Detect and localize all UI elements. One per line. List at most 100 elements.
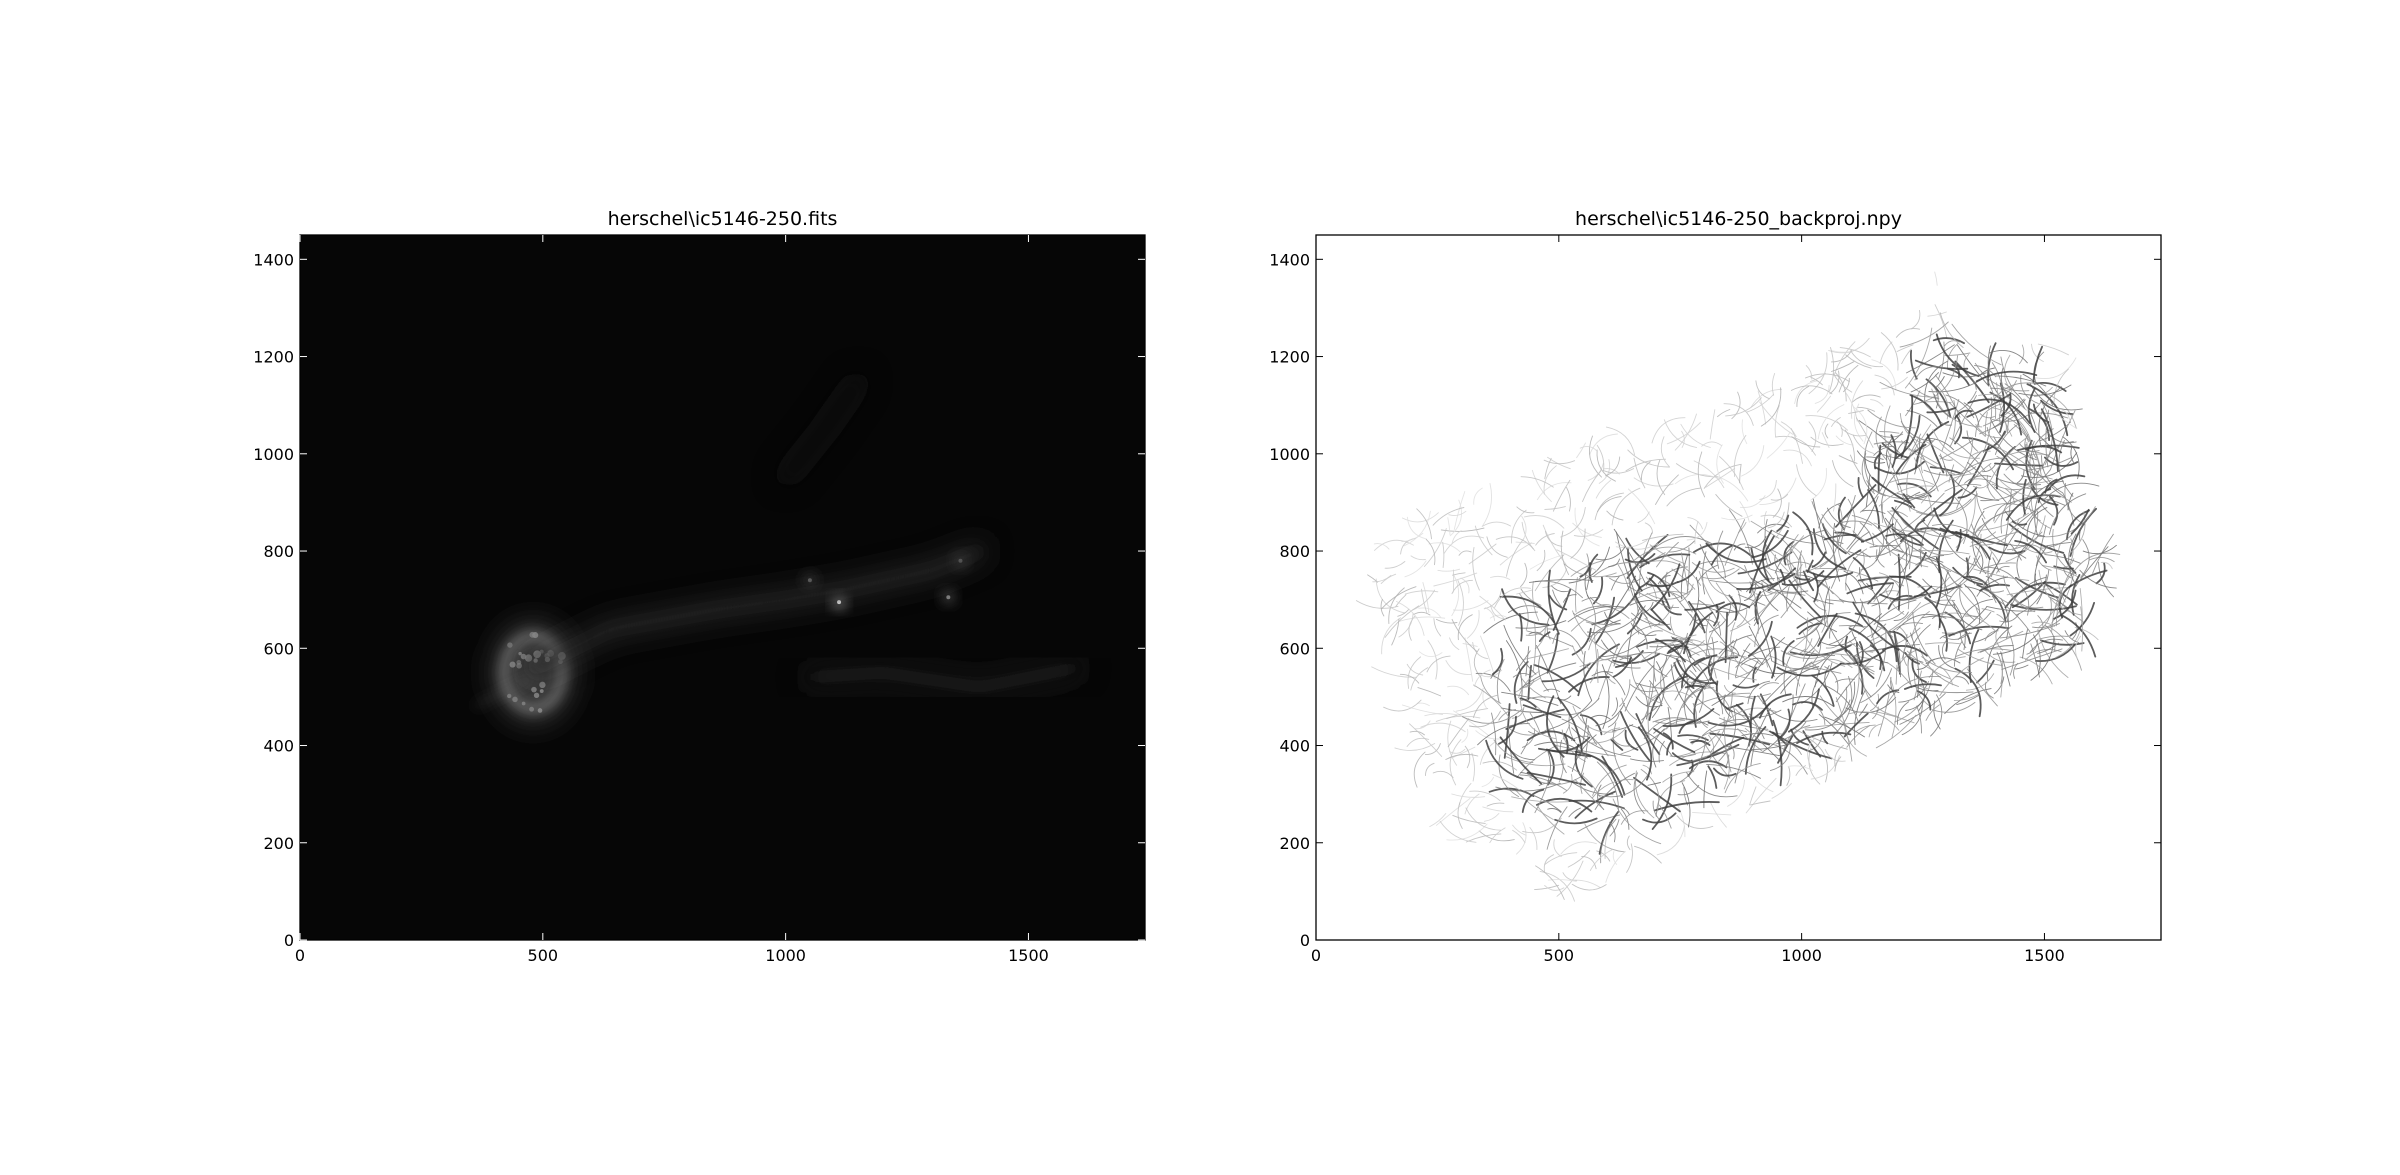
backprojection-arc <box>1513 661 1529 704</box>
backprojection-arc <box>1708 601 1732 633</box>
backprojection-arc <box>1575 605 1630 619</box>
backprojection-arc <box>1834 744 1844 767</box>
backprojection-arc <box>1421 588 1428 614</box>
backprojection-arc <box>1683 611 1714 655</box>
backprojection-arc <box>1743 583 1757 602</box>
backprojection-arc <box>1753 579 1797 626</box>
backprojection-arc <box>1501 588 1550 626</box>
backprojection-arc <box>1609 577 1642 584</box>
chart-title: herschel\ic5146-250_backproj.npy <box>1575 208 1902 230</box>
backprojection-arc <box>1858 703 1868 717</box>
backprojection-arc <box>1677 805 1686 838</box>
backprojection-arc <box>1544 506 1566 510</box>
backprojection-arc <box>1645 581 1679 588</box>
backprojection-arc <box>1696 560 1749 574</box>
backprojection-arc <box>1759 693 1792 719</box>
backprojection-arc <box>1410 667 1429 691</box>
image-background <box>300 235 1145 940</box>
backprojection-arc <box>1402 704 1444 715</box>
y-tick-label: 200 <box>263 834 294 853</box>
backprojection-arc <box>1879 341 1893 365</box>
backprojection-arc <box>1440 527 1485 532</box>
backprojection-arc <box>1706 541 1726 579</box>
backprojection-arc <box>1709 732 1771 746</box>
backprojection-arc <box>1451 618 1478 652</box>
backprojection-arc <box>1906 599 1956 620</box>
backprojection-arc <box>1821 513 1842 537</box>
backprojection-arc <box>2026 383 2069 437</box>
backprojection-arc <box>1973 557 1990 572</box>
backprojection-arc <box>1647 571 1671 597</box>
backprojection-arc <box>1776 662 1842 677</box>
backprojection-arc <box>1464 745 1471 769</box>
backprojection-arc <box>1632 546 1697 562</box>
backprojection-arc <box>1957 344 1990 387</box>
backprojection-arc <box>1501 691 1559 706</box>
backprojection-arc <box>1496 658 1505 704</box>
backprojection-arc <box>1638 665 1655 730</box>
backprojection-arc <box>1831 417 1841 427</box>
backprojection-arc <box>1750 577 1809 593</box>
backprojection-arc <box>1892 641 1924 663</box>
backprojection-arc <box>1546 806 1568 850</box>
backprojection-arc <box>2038 569 2082 616</box>
backprojection-arc <box>1888 622 1923 636</box>
backprojection-arc <box>2028 407 2050 442</box>
backprojection-arc <box>1596 444 1605 472</box>
backprojection-arc <box>1481 776 1495 788</box>
backprojection-arc <box>1538 747 1592 758</box>
backprojection-arc <box>1455 687 1484 712</box>
backprojection-arc <box>2006 418 2010 434</box>
backprojection-arc <box>1934 271 1938 286</box>
backprojection-arc <box>1982 562 2017 570</box>
backprojection-arc <box>1406 737 1430 747</box>
backprojection-arc <box>1996 651 2003 685</box>
backprojection-arc <box>1780 556 1802 619</box>
backprojection-arc <box>1596 449 1616 482</box>
backprojection-arc <box>2022 479 2027 515</box>
backprojection-arc <box>1671 568 1696 590</box>
backprojection-arc <box>1975 403 2003 437</box>
backprojection-arc <box>1761 582 1779 612</box>
backprojection-arc <box>1650 690 1693 700</box>
backprojection-arc <box>1406 663 1424 676</box>
backprojection-arc <box>1605 850 1626 883</box>
backprojection-arc <box>1705 542 1767 564</box>
backprojection-arc <box>1432 507 1465 526</box>
backprojection-arc <box>2030 636 2055 681</box>
backprojection-arc <box>1689 576 1700 626</box>
backprojection-arc <box>1473 669 1491 687</box>
backprojection-arc <box>1946 342 1959 370</box>
backprojection-arc <box>1769 742 1791 772</box>
backprojection-arc <box>1700 568 1740 580</box>
backprojection-arc <box>1499 736 1542 785</box>
backprojection-arc <box>1447 685 1470 696</box>
backprojection-arc <box>1816 395 1832 413</box>
backprojection-arc <box>1505 640 1523 699</box>
backprojection-arc <box>1741 445 1765 477</box>
backprojection-arc <box>1879 431 1904 448</box>
backprojection-arc <box>1547 750 1555 786</box>
backprojection-arc <box>1494 587 1531 608</box>
backprojection-arc <box>1475 730 1502 740</box>
backprojection-arc <box>1953 436 1974 483</box>
y-tick-label: 1200 <box>1269 348 1310 367</box>
backprojection-arc <box>2051 410 2078 430</box>
backprojection-arc <box>1744 726 1767 775</box>
backprojection-arc <box>1804 721 1870 729</box>
backprojection-arc <box>1512 824 1527 836</box>
y-tick-label: 600 <box>263 639 294 658</box>
backprojection-arc <box>1511 796 1569 803</box>
backprojection-arc <box>1646 588 1694 600</box>
backprojection-arc <box>1656 459 1666 496</box>
backprojection-arc <box>1577 643 1620 697</box>
backprojection-arc <box>1492 773 1521 791</box>
backprojection-arc <box>1563 733 1569 755</box>
backprojection-arc <box>1581 855 1597 870</box>
backprojection-arc <box>1593 562 1648 577</box>
backprojection-arc <box>1520 741 1529 755</box>
backprojection-arc <box>1397 608 1410 617</box>
backprojection-arc <box>2038 386 2062 448</box>
backprojection-arc <box>1745 635 1769 668</box>
backprojection-arc <box>1927 311 1947 317</box>
